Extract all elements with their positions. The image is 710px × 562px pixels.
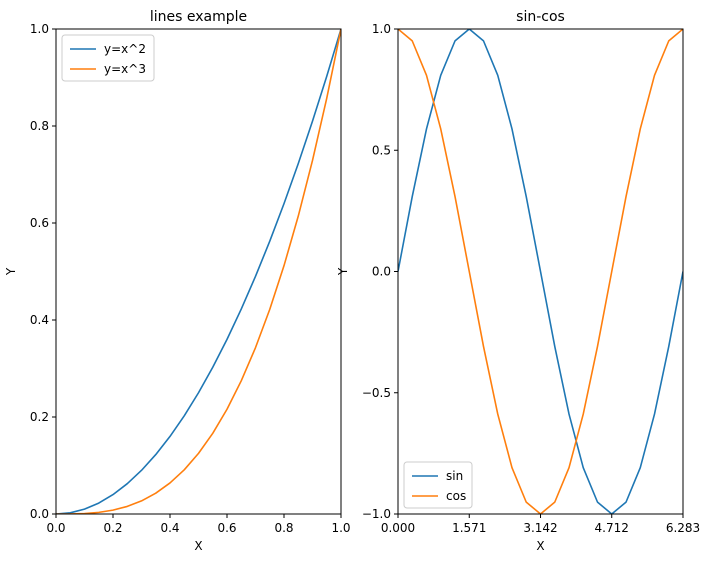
series-line-sin bbox=[398, 29, 683, 514]
x-tick-label: 0.8 bbox=[274, 521, 293, 535]
x-tick-label: 1.0 bbox=[331, 521, 350, 535]
series-line-cos bbox=[398, 29, 683, 514]
x-tick-label: 0.4 bbox=[160, 521, 179, 535]
y-tick-label: 0.0 bbox=[30, 507, 49, 521]
subplot-2: 0.000 1.571 3.142 4.712 6.283 −1.0 −0.5 0.0 0.5 1… bbox=[336, 9, 700, 553]
chart-title: lines example bbox=[150, 9, 247, 25]
x-tick-label: 1.571 bbox=[452, 521, 486, 535]
legend: sin cos bbox=[403, 461, 473, 509]
y-axis-label: Y bbox=[4, 267, 18, 276]
legend: y=x^2 y=x^3 bbox=[61, 34, 155, 82]
x-tick-label: 0.000 bbox=[381, 521, 415, 535]
y-tick-label: 0.0 bbox=[372, 265, 391, 279]
chart-title: sin-cos bbox=[516, 9, 565, 25]
series-line-y=x^3 bbox=[56, 29, 341, 514]
y-tick-label: 0.6 bbox=[30, 216, 49, 230]
subplot-1: 0.0 0.2 0.4 0.6 0.8 1.0 0.0 0.2 0.4 0.6 0.8 1.0 line… bbox=[4, 9, 351, 553]
legend-label-cos: cos bbox=[446, 489, 466, 503]
series-line-y=x^2 bbox=[56, 29, 341, 514]
x-tick-label: 4.712 bbox=[595, 521, 629, 535]
x-tick-label: 6.283 bbox=[666, 521, 700, 535]
y-tick-label: −0.5 bbox=[362, 386, 391, 400]
y-tick-label: 0.4 bbox=[30, 313, 49, 327]
legend-label-y=x^2: y=x^2 bbox=[104, 42, 146, 56]
y-tick-label: 1.0 bbox=[372, 22, 391, 36]
y-axis-label: Y bbox=[336, 267, 350, 276]
y-tick-label: 1.0 bbox=[30, 22, 49, 36]
y-tick-label: 0.8 bbox=[30, 119, 49, 133]
y-tick-label: 0.2 bbox=[30, 410, 49, 424]
x-tick-label: 0.2 bbox=[103, 521, 122, 535]
y-tick-label: −1.0 bbox=[362, 507, 391, 521]
axes-frame bbox=[55, 28, 342, 515]
legend-label-y=x^3: y=x^3 bbox=[104, 62, 146, 76]
legend-label-sin: sin bbox=[446, 469, 463, 483]
x-axis-label: X bbox=[536, 539, 544, 553]
x-axis-label: X bbox=[194, 539, 202, 553]
x-tick-label: 3.142 bbox=[523, 521, 557, 535]
x-tick-label: 0.0 bbox=[46, 521, 65, 535]
x-tick-label: 0.6 bbox=[217, 521, 236, 535]
y-tick-label: 0.5 bbox=[372, 143, 391, 157]
